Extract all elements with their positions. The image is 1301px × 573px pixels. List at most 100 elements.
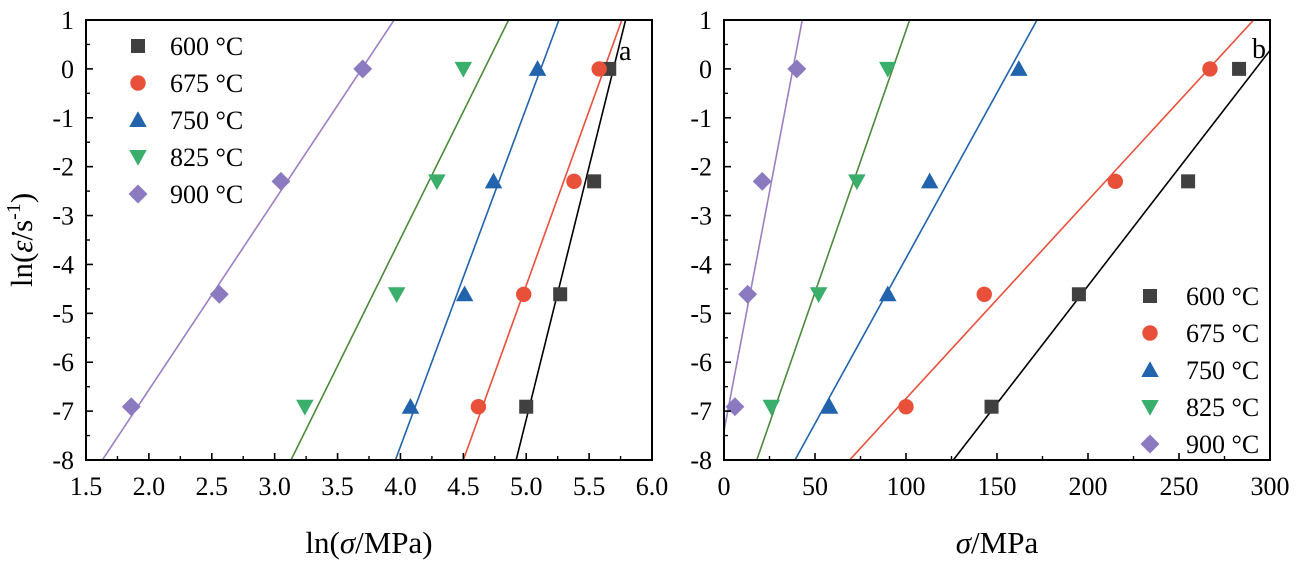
data-point [428, 174, 446, 191]
x-tick-label: 5.5 [573, 472, 606, 501]
data-point [566, 173, 582, 190]
data-point [787, 59, 807, 79]
fit-line [290, 20, 510, 460]
legend-marker [131, 39, 145, 53]
data-point [1232, 61, 1247, 76]
data-point [353, 59, 373, 79]
data-point [1181, 174, 1196, 189]
x-tick-label: 2.5 [196, 472, 229, 501]
data-point [591, 61, 607, 77]
y-tick-label: -7 [52, 397, 74, 426]
x-tick-label: 150 [978, 472, 1017, 501]
fit-lines [101, 20, 627, 460]
y-tick-label: -6 [52, 348, 74, 377]
y-tick-label: -2 [690, 153, 712, 182]
x-tick-label: 200 [1069, 472, 1108, 501]
data-point [848, 174, 866, 191]
legend-marker [130, 75, 146, 91]
legend-marker [129, 150, 147, 166]
data-point [455, 285, 474, 302]
data-point [738, 284, 758, 304]
legend-label: 750 °C [170, 106, 243, 135]
legend-label: 675 °C [170, 69, 243, 98]
data-point [553, 287, 568, 302]
x-tick-label: 2.0 [133, 472, 166, 501]
data-point [984, 399, 999, 414]
panel-label: a [619, 36, 632, 67]
legend-label: 675 °C [1186, 319, 1259, 348]
y-tick-label: 0 [699, 55, 712, 84]
x-tick-label: 5.0 [510, 472, 543, 501]
fit-line [756, 20, 911, 460]
legend-marker [1140, 434, 1160, 454]
x-tick-label: 250 [1160, 472, 1199, 501]
chart-panel-a: 1.5 2.0 2.5 3.0 3.5 4.0 4.5 5.0 5.5 6.0 1 0 -1 -2 -3 -4… [3, 6, 668, 560]
y-tick-label: 1 [61, 6, 74, 35]
legend-label: 900 °C [170, 180, 243, 209]
data-point [121, 397, 141, 417]
data-point [296, 399, 314, 416]
x-tick-label: 0 [718, 472, 731, 501]
data-point [1202, 61, 1218, 77]
data-point [879, 285, 897, 302]
data-point [209, 284, 229, 304]
x-tick-label: 6.0 [636, 472, 669, 501]
data-point [401, 397, 420, 414]
data-point [454, 61, 473, 78]
x-tick-label: 100 [887, 472, 926, 501]
x-tick-label: 1.5 [70, 472, 103, 501]
data-point [516, 286, 532, 302]
y-tick-label: 0 [61, 55, 74, 84]
data-point [879, 61, 897, 78]
fit-line [952, 49, 1270, 460]
data-point [1010, 60, 1028, 76]
y-tick-label: -5 [52, 299, 74, 328]
y-tick-label: -4 [690, 250, 712, 279]
y-tick-label: -5 [690, 299, 712, 328]
data-point [271, 171, 291, 191]
legend-marker [1141, 400, 1159, 416]
data-point [762, 399, 781, 416]
y-tick-label: -3 [690, 202, 712, 231]
data-point [976, 286, 992, 302]
panel-label: b [1252, 34, 1266, 65]
x-tick-label: 300 [1251, 472, 1290, 501]
legend-marker [1141, 361, 1159, 377]
y-tick-label: -4 [52, 250, 74, 279]
x-axis-label: σ/MPa [956, 525, 1039, 560]
legend-label: 825 °C [170, 143, 243, 172]
data-point [470, 399, 487, 415]
y-tick-label: 1 [699, 6, 712, 35]
legend-label: 600 °C [170, 32, 243, 61]
y-tick-label: -1 [52, 104, 74, 133]
legend-marker [1143, 289, 1157, 303]
y-tick-label: -3 [52, 202, 74, 231]
legend: 600 °C 675 °C 750 °C 825 °C 900 °C [1140, 282, 1259, 459]
y-tick-label: -2 [52, 153, 74, 182]
x-tick-label: 3.0 [258, 472, 291, 501]
data-point [519, 399, 534, 414]
y-tick-label: -8 [52, 446, 74, 475]
y-tick-label: -8 [690, 446, 712, 475]
fit-line [724, 20, 804, 431]
data-point [820, 397, 839, 414]
y-tick-label: -6 [690, 348, 712, 377]
chart-panel-b: 0 50 100 150 200 250 300 1 0 -1 -2 -3 -4 -5 -6 -7 -8 b σ/M… [690, 6, 1289, 560]
legend-label: 825 °C [1186, 393, 1259, 422]
data-point [1071, 287, 1086, 302]
y-tick-label: -1 [690, 104, 712, 133]
fit-line [462, 20, 623, 460]
y-axis-label: ln(ε̇/s-1) [3, 193, 39, 287]
data-point [484, 172, 503, 189]
x-axis-label: ln(σ/MPa) [305, 525, 432, 560]
x-tick-label: 4.0 [384, 472, 417, 501]
legend-label: 750 °C [1186, 356, 1259, 385]
data-point [1107, 173, 1124, 190]
fit-line [101, 20, 395, 460]
data-point [725, 397, 745, 417]
fit-line [794, 20, 1038, 460]
fit-lines [724, 20, 1270, 460]
x-tick-label: 50 [802, 472, 828, 501]
